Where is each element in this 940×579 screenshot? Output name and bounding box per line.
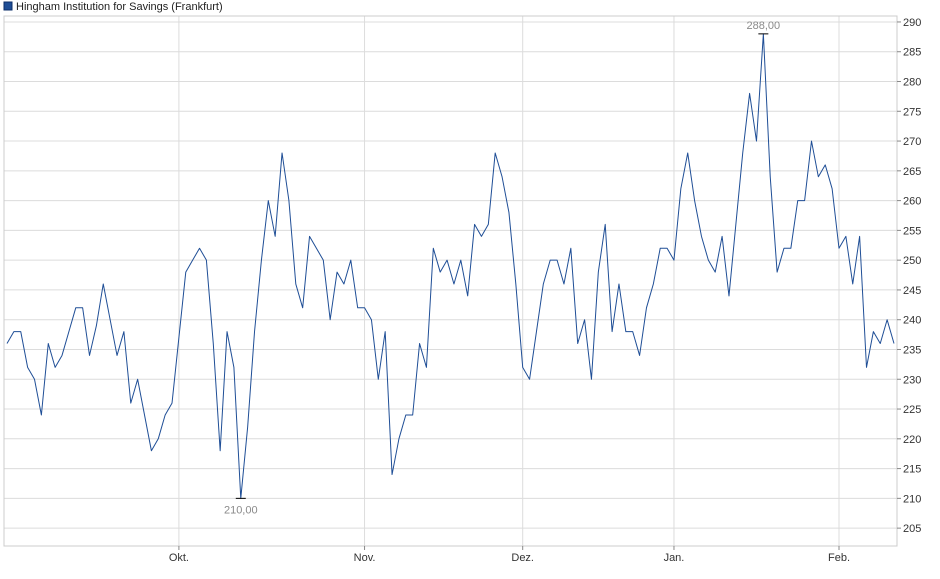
y-tick-label: 230 (903, 374, 921, 386)
y-tick-label: 235 (903, 344, 921, 356)
extreme-label: 288,00 (747, 20, 781, 32)
y-tick-label: 260 (903, 196, 921, 208)
x-tick-label: Nov. (354, 552, 376, 564)
y-tick-label: 275 (903, 106, 921, 118)
x-tick-label: Dez. (511, 552, 534, 564)
x-tick-label: Jan. (664, 552, 685, 564)
y-tick-label: 280 (903, 77, 921, 89)
y-tick-label: 255 (903, 225, 921, 237)
legend-swatch (3, 1, 13, 11)
y-tick-label: 290 (903, 17, 921, 29)
extreme-label: 210,00 (224, 504, 258, 516)
y-tick-label: 220 (903, 434, 921, 446)
x-tick-label: Feb. (828, 552, 850, 564)
legend-label: Hingham Institution for Savings (Frankfu… (16, 1, 223, 13)
y-tick-label: 215 (903, 464, 921, 476)
y-tick-label: 225 (903, 404, 921, 416)
x-tick-label: Okt. (169, 552, 189, 564)
y-tick-label: 270 (903, 136, 921, 148)
plot-area-frame (3, 15, 898, 547)
y-tick-label: 265 (903, 166, 921, 178)
y-tick-label: 205 (903, 523, 921, 535)
y-tick-label: 240 (903, 315, 921, 327)
grid-lines (4, 16, 897, 546)
y-tick-label: 285 (903, 47, 921, 59)
series-line (6, 33, 895, 499)
annotations: 288,00 210,00 (224, 20, 780, 516)
legend: Hingham Institution for Savings (Frankfu… (3, 1, 223, 13)
y-tick-label: 250 (903, 255, 921, 267)
y-tick-label: 210 (903, 493, 921, 505)
series-layer (6, 33, 895, 499)
y-axis-ticks: 205 210 215 220 225 230 235 240 245 250 255 260 265 2… (897, 17, 921, 535)
y-tick-label: 245 (903, 285, 921, 297)
x-axis-ticks: Okt.Nov.Dez.Jan.Feb.März (169, 546, 850, 564)
